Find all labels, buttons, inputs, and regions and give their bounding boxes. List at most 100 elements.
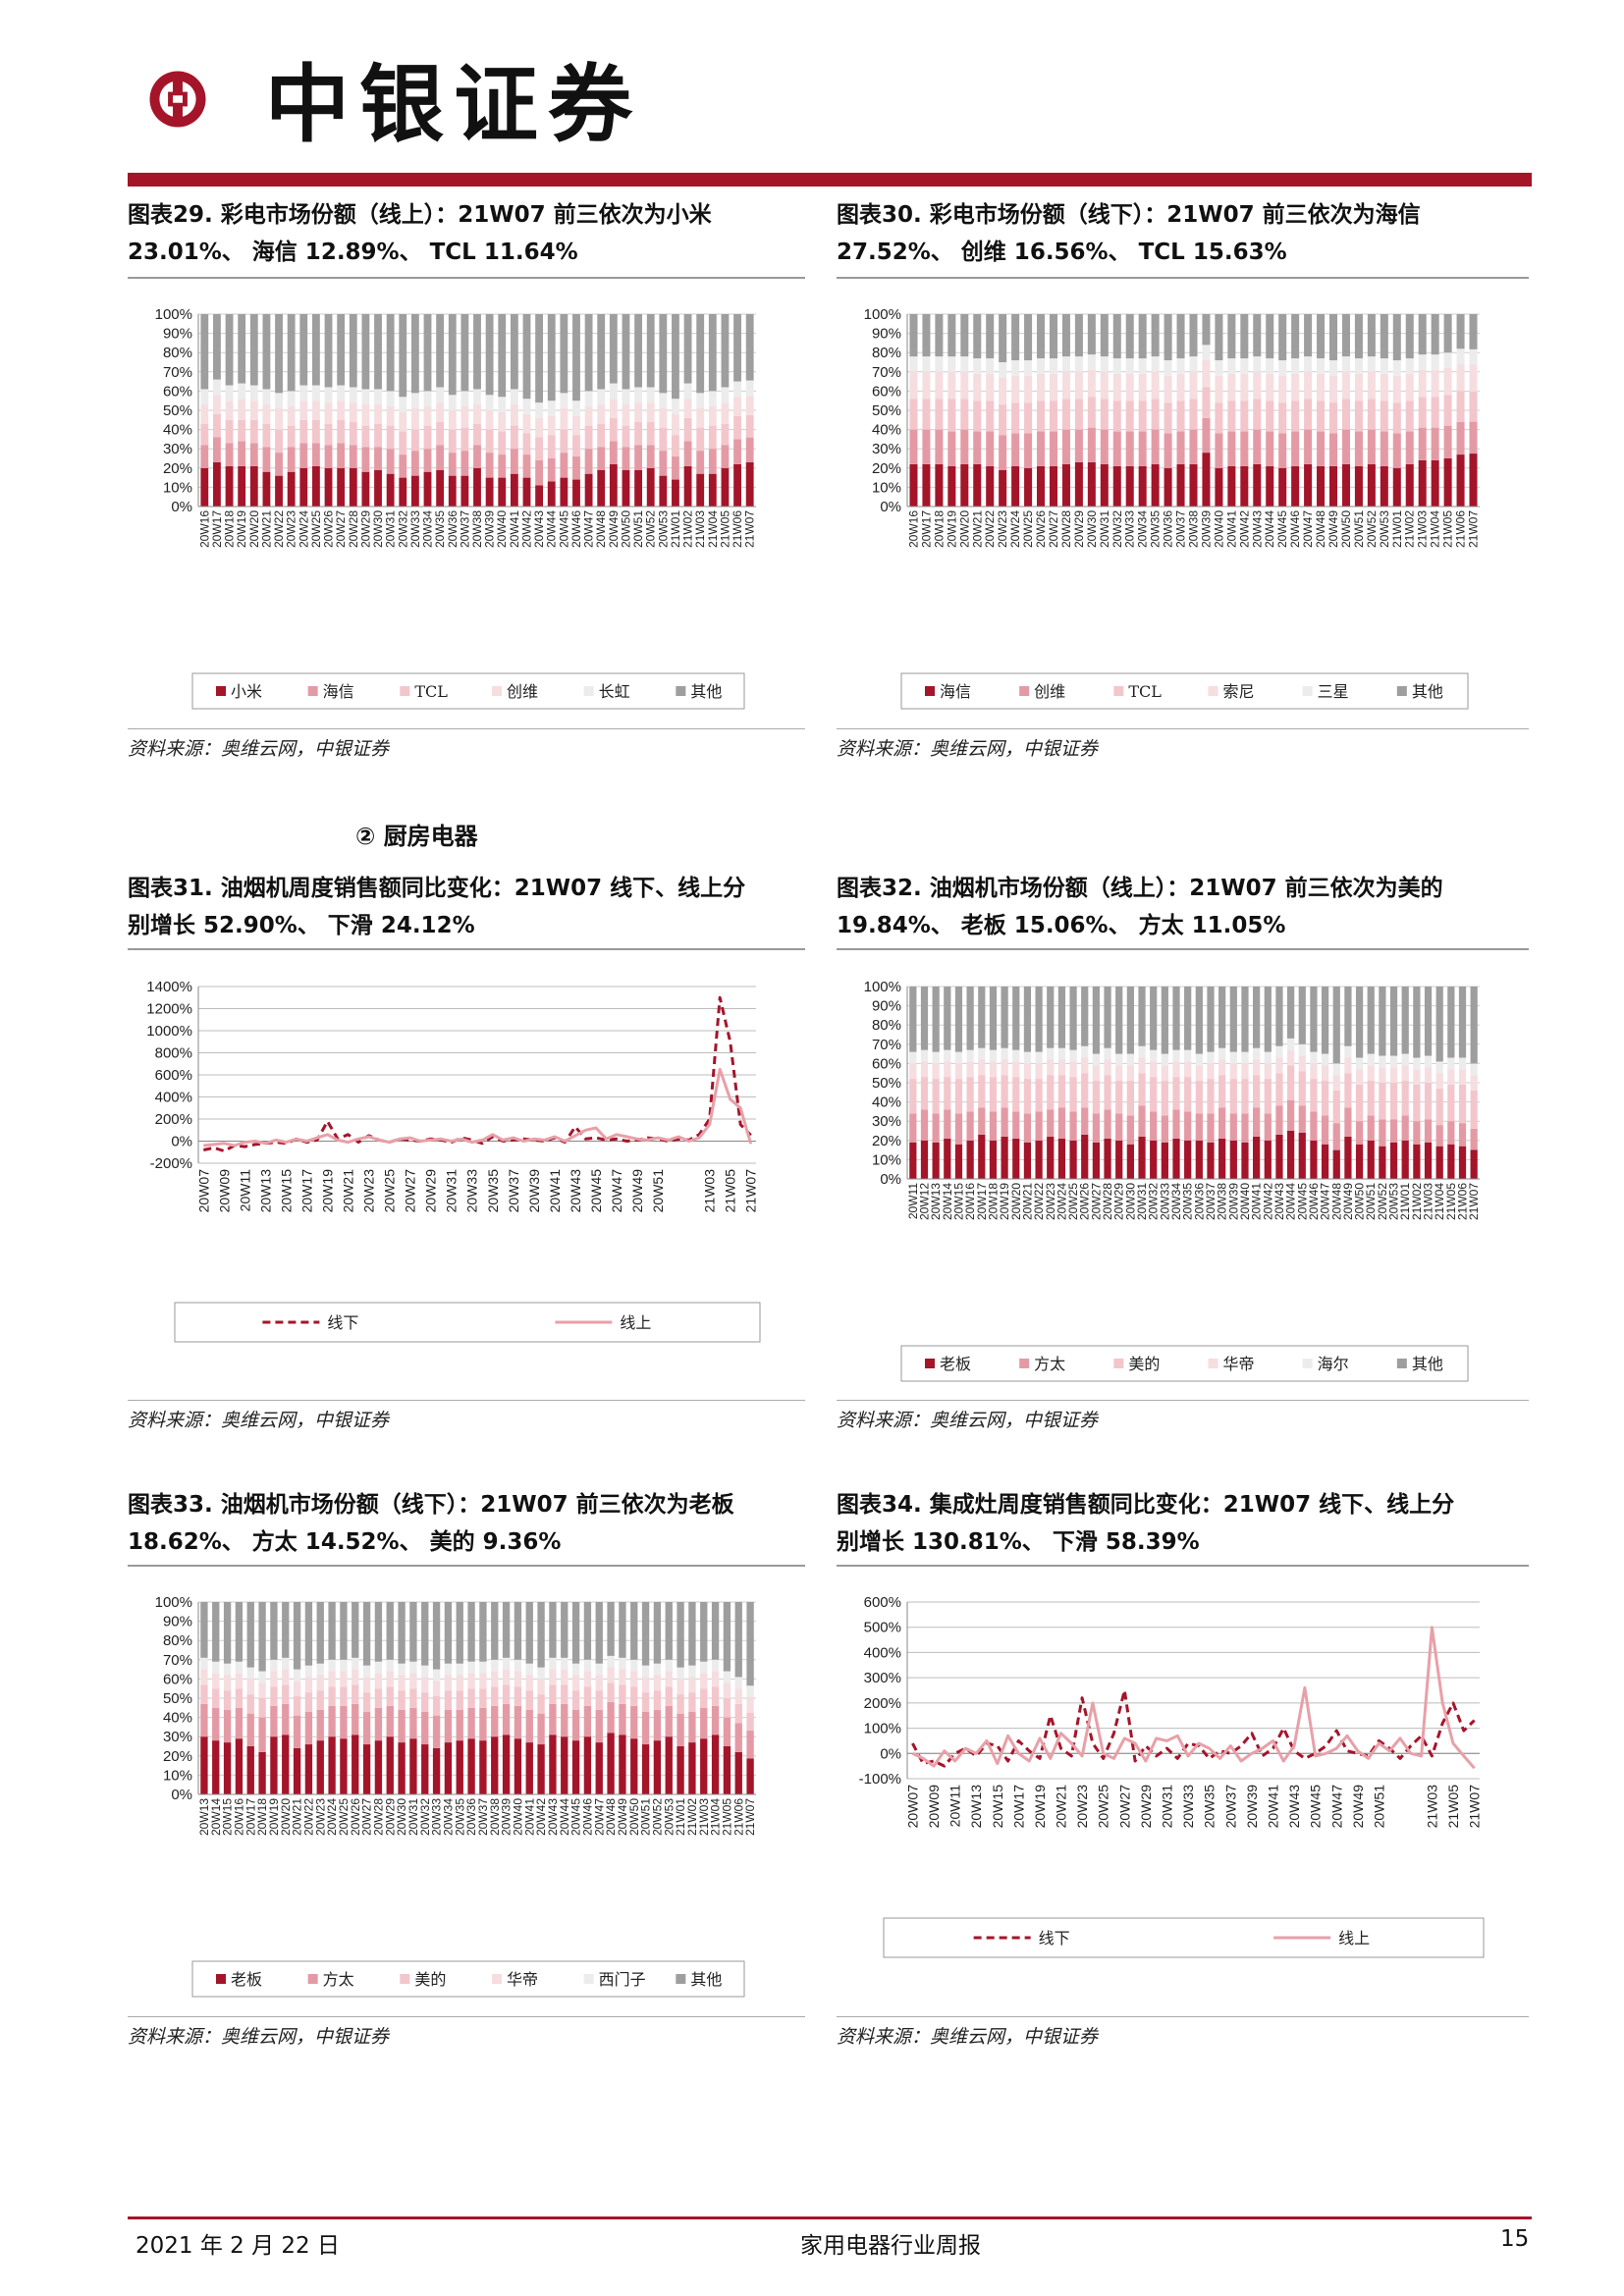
legend-swatch xyxy=(1113,686,1124,696)
x-tick-label: 20W21 xyxy=(1054,1785,1069,1829)
bar-segment-西门子 xyxy=(711,1659,720,1672)
y-tick-label: -100% xyxy=(859,1771,901,1788)
x-tick-label: 20W09 xyxy=(216,1169,232,1213)
bar-segment-方太 xyxy=(966,1111,974,1141)
bar-segment-方太 xyxy=(1207,1113,1215,1143)
caption-rule xyxy=(128,277,805,279)
x-tick-label: 21W03 xyxy=(702,1169,718,1213)
bar-segment-长虹 xyxy=(696,393,705,409)
bar-segment-老板 xyxy=(514,1738,522,1794)
bar-segment-TCL xyxy=(733,415,741,440)
bar-segment-创维 xyxy=(423,406,432,426)
x-tick-label: 20W20 xyxy=(279,1798,293,1836)
bar-segment-美的 xyxy=(1435,1088,1443,1126)
bar-segment-TCL xyxy=(535,437,544,460)
x-tick-label: 21W03 xyxy=(693,510,707,548)
chart-tv-share-online: 0%10%20%30%40%50%60%70%80%90%100%20W1620… xyxy=(155,306,757,710)
bar-segment-华帝 xyxy=(1092,1065,1101,1082)
bar-segment-小米 xyxy=(213,461,221,507)
bar-segment-创维 xyxy=(659,408,668,428)
bar-segment-华帝 xyxy=(304,1677,313,1693)
bar-segment-others xyxy=(1328,314,1338,361)
bar-segment-华帝 xyxy=(1458,1069,1467,1085)
bar-segment-三星 xyxy=(1354,358,1363,374)
bar-segment-长虹 xyxy=(460,391,469,407)
bar-segment-方太 xyxy=(421,1711,429,1745)
x-tick-label: 20W24 xyxy=(1008,510,1022,548)
bar-segment-美的 xyxy=(746,1712,754,1732)
bar-segment-海尔 xyxy=(954,1051,963,1064)
x-tick-label: 20W53 xyxy=(1387,1183,1401,1220)
bar-segment-长虹 xyxy=(672,399,679,414)
bar-segment-方太 xyxy=(1218,1107,1226,1139)
bar-segment-TCL xyxy=(361,425,370,448)
bar-segment-海信 xyxy=(622,447,630,470)
y-tick-label: 10% xyxy=(872,1151,901,1168)
bar-segment-小米 xyxy=(584,473,593,507)
bar-segment-方太 xyxy=(1150,1111,1158,1141)
bar-segment-小米 xyxy=(448,475,457,507)
bar-segment-小米 xyxy=(311,465,320,507)
bar-segment-老板 xyxy=(932,1142,940,1179)
bar-segment-西门子 xyxy=(630,1659,638,1672)
bar-segment-西门子 xyxy=(595,1663,603,1676)
bar-segment-老板 xyxy=(1401,1140,1409,1179)
bar-segment-美的 xyxy=(1012,1077,1020,1112)
bar-segment-TCL xyxy=(448,429,457,454)
bar-segment-小米 xyxy=(708,473,717,507)
y-tick-label: 200% xyxy=(864,1695,901,1712)
bar-segment-方太 xyxy=(456,1709,463,1741)
bar-segment-方太 xyxy=(1435,1125,1443,1147)
bar-segment-三星 xyxy=(909,356,918,372)
legend-swatch xyxy=(216,1974,226,1984)
x-tick-label: 20W33 xyxy=(1180,1785,1196,1829)
x-tick-label: 21W04 xyxy=(1433,1183,1446,1220)
x-tick-label: 20W16 xyxy=(197,510,211,548)
bar-segment-TCL xyxy=(213,413,221,438)
bar-segment-others xyxy=(909,314,918,357)
series-line-线上 xyxy=(911,1626,1476,1770)
bar-segment-老板 xyxy=(978,1134,986,1179)
bar-segment-美的 xyxy=(491,1686,499,1706)
bar-segment-方太 xyxy=(270,1705,278,1737)
bar-segment-美的 xyxy=(1081,1073,1089,1108)
bar-segment-西门子 xyxy=(444,1663,453,1676)
x-tick-label: 21W06 xyxy=(1454,510,1468,548)
bar-segment-长虹 xyxy=(349,387,357,403)
bar-segment-others xyxy=(514,1602,522,1660)
bar-segment-TCL xyxy=(1227,400,1236,432)
bar-segment-索尼 xyxy=(1431,369,1439,398)
bar-segment-三星 xyxy=(1176,358,1185,374)
bar-segment-华帝 xyxy=(502,1669,511,1685)
x-tick-label: 20W46 xyxy=(1288,510,1302,548)
bar-segment-创维 xyxy=(349,402,357,422)
bar-segment-三星 xyxy=(935,356,944,372)
bar-segment-创维 xyxy=(922,429,931,464)
bar-segment-美的 xyxy=(607,1682,615,1702)
bar-segment-海信 xyxy=(1405,463,1414,507)
bar-segment-索尼 xyxy=(1405,373,1414,401)
bar-segment-TCL xyxy=(597,423,606,448)
bar-segment-others xyxy=(479,1602,487,1662)
bar-segment-方太 xyxy=(444,1709,453,1743)
bar-segment-创维 xyxy=(721,402,730,424)
bar-segment-海信 xyxy=(572,456,580,480)
bar-segment-others xyxy=(683,314,692,384)
bar-segment-西门子 xyxy=(467,1661,475,1674)
bar-segment-海尔 xyxy=(1023,1051,1032,1064)
bar-segment-华帝 xyxy=(1470,1075,1478,1091)
bar-segment-老板 xyxy=(1435,1146,1443,1179)
bar-segment-方太 xyxy=(734,1723,742,1752)
bar-segment-西门子 xyxy=(374,1661,383,1674)
x-tick-label: 20W14 xyxy=(941,1183,954,1220)
bar-segment-华帝 xyxy=(1104,1059,1111,1076)
x-tick-label: 20W23 xyxy=(313,1798,327,1836)
bar-segment-美的 xyxy=(1241,1079,1249,1114)
bar-segment-三星 xyxy=(922,356,931,372)
bar-segment-海信 xyxy=(275,453,283,476)
bar-segment-others xyxy=(549,1602,557,1658)
bar-segment-索尼 xyxy=(1202,360,1211,388)
bar-segment-海尔 xyxy=(1104,1047,1111,1060)
bar-segment-方太 xyxy=(989,1111,998,1141)
bar-segment-方太 xyxy=(677,1713,684,1746)
